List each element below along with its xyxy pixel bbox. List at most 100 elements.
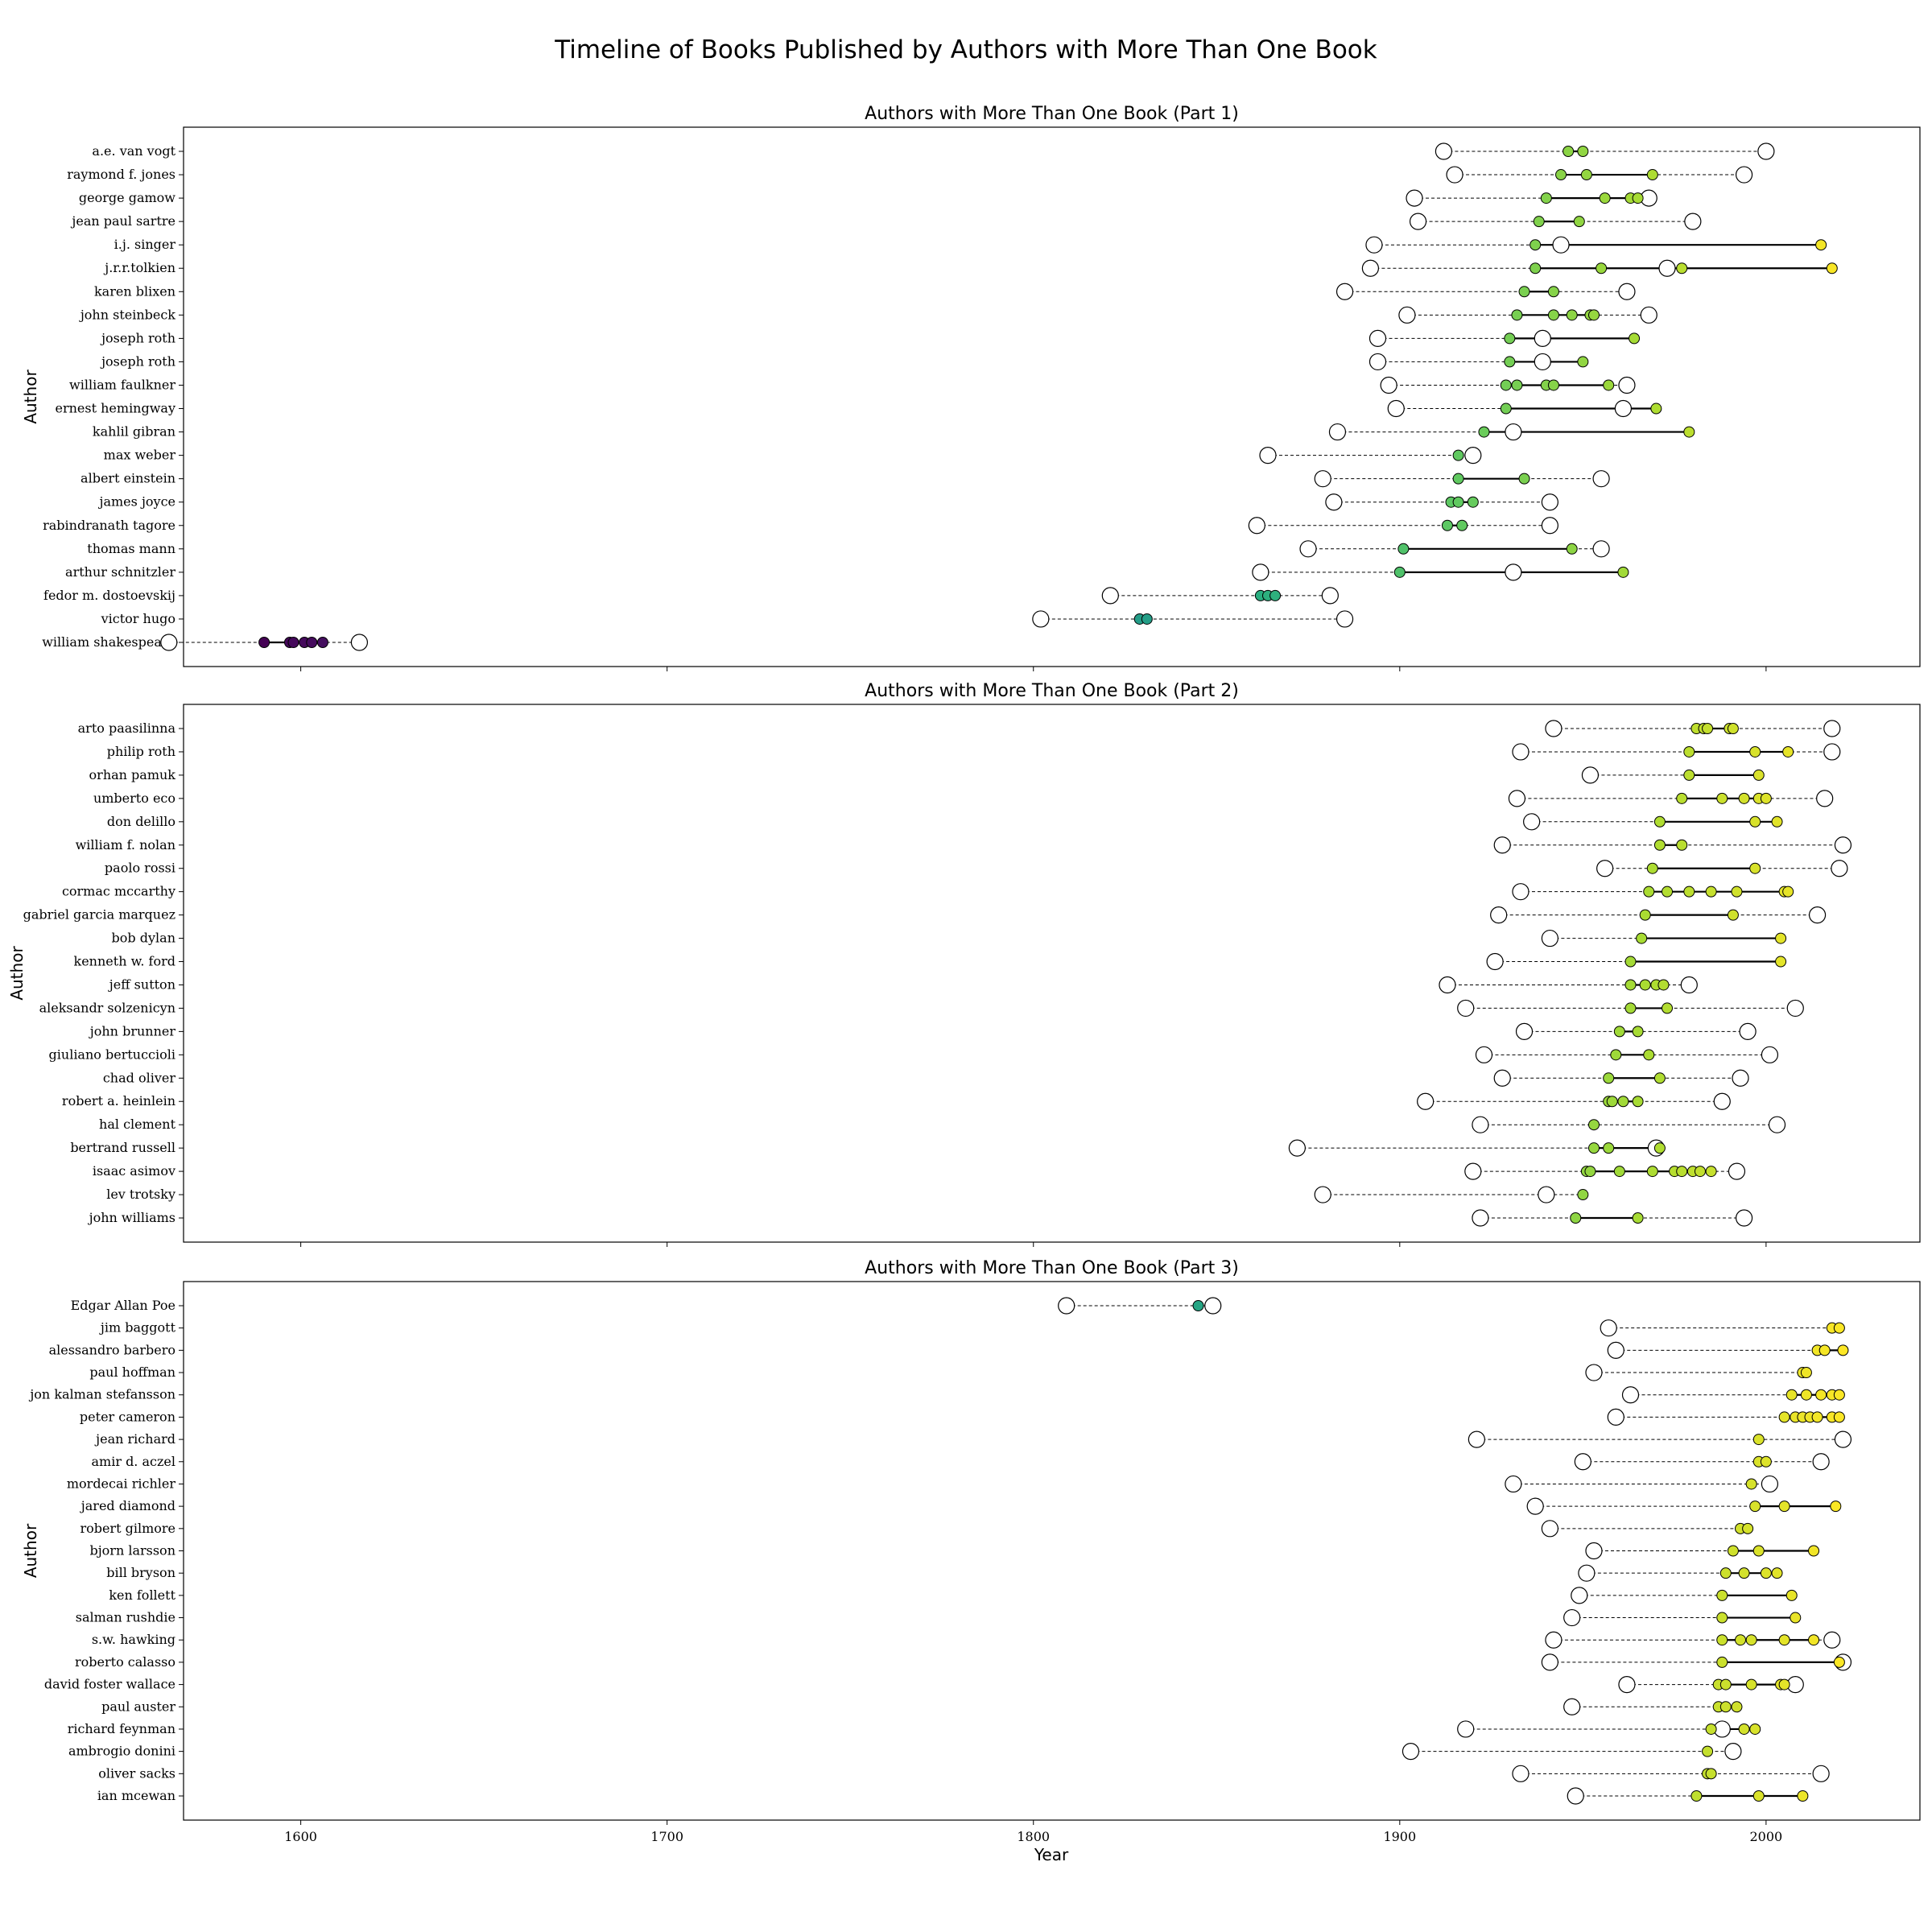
book-marker [1837,1344,1849,1356]
y-tick-label: a.e. van vogt [92,143,175,159]
book-marker [1705,1166,1717,1178]
death-marker [1541,517,1558,535]
book-marker [1833,1389,1845,1401]
book-marker [1738,1723,1750,1735]
book-marker [1683,745,1695,758]
death-marker [1823,743,1841,761]
author-row: giuliano bertuccioli [49,1046,1779,1063]
x-tick-label: 1700 [650,1829,683,1844]
book-marker [1716,792,1728,804]
panel-frame [183,126,1921,667]
y-tick-label: hal clement [99,1117,176,1132]
panel-frame [183,704,1921,1243]
book-marker [1778,1501,1790,1513]
y-tick-label: i.j. singer [114,237,176,252]
death-marker [1640,306,1657,324]
birth-marker [1523,813,1541,831]
birth-marker [1486,952,1504,971]
book-marker [1632,192,1644,204]
book-marker [1632,1026,1644,1038]
birth-marker [1417,1092,1435,1110]
death-marker [1816,790,1834,807]
death-marker [1335,610,1354,628]
book-marker [1653,815,1666,828]
book-marker [1760,1567,1772,1579]
x-tick-label: 1900 [1383,1829,1416,1844]
y-tick-label: mordecai richler [67,1476,175,1491]
y-tick-label: william shakespeare [42,634,175,650]
book-marker [1467,496,1479,508]
book-marker [306,637,318,648]
book-marker [1587,1142,1600,1154]
book-marker [1577,146,1589,157]
birth-marker [1541,929,1558,947]
book-marker [1573,216,1585,228]
book-marker [1683,426,1695,438]
book-marker [1716,1612,1728,1624]
death-marker [1812,1765,1830,1782]
y-tick-label: fedor m. dostoevskij [43,588,175,603]
birth-marker [1368,329,1387,347]
book-marker [316,637,328,648]
author-row: rabindranath tagore [43,517,1558,535]
book-marker [1530,262,1542,275]
birth-marker [1472,1116,1489,1133]
book-marker [1815,239,1827,251]
y-tick-label: gabriel garcia marquez [23,907,175,923]
y-tick-label: george gamow [79,190,175,205]
death-marker [1534,329,1551,347]
book-marker [1749,815,1761,828]
birth-marker [1596,860,1614,877]
birth-marker [1607,1408,1624,1426]
book-marker [1192,1300,1204,1311]
book-marker [1478,426,1490,438]
book-marker [1790,1612,1802,1624]
book-marker [1452,473,1464,485]
author-row: robert a. heinlein [62,1092,1731,1110]
death-marker [1831,860,1848,877]
y-tick-label: orhan pamuk [89,767,176,782]
y-tick-label: albert einstein [80,471,175,486]
book-marker [1636,932,1648,944]
book-marker [1624,956,1637,968]
death-marker [1204,1297,1222,1315]
y-tick-label: jared diamond [80,1498,175,1513]
book-marker [1504,332,1516,345]
book-marker [1603,379,1615,391]
y-tick-label: richard feynman [68,1721,175,1736]
book-marker [1639,909,1651,921]
author-row: umberto eco [93,790,1834,807]
y-tick-label: jim baggott [99,1320,176,1335]
book-marker [1632,1212,1644,1224]
author-row: alessandro barbero [49,1341,1849,1359]
book-marker [1683,886,1695,898]
book-marker [1716,1656,1728,1668]
author-row: salman rushdie [76,1608,1802,1627]
death-marker [1684,213,1702,230]
book-marker [1580,169,1592,181]
book-marker [1547,379,1559,391]
birth-marker [1468,1430,1485,1448]
birth-marker [1398,306,1416,324]
author-row: gabriel garcia marquez [23,906,1827,924]
birth-marker [1439,976,1456,994]
author-row: jean paul sartre [70,213,1702,230]
book-marker [1650,402,1662,415]
y-tick-label: ken follett [109,1587,175,1603]
book-marker [1727,723,1739,734]
book-marker [1547,309,1559,321]
y-tick-label: paolo rossi [105,861,175,876]
author-row: arto paasilinna [78,720,1841,737]
book-marker [1702,723,1714,734]
birth-marker [1361,259,1380,277]
book-marker [1530,239,1542,251]
book-marker [1555,169,1567,181]
book-marker [1596,262,1608,275]
book-marker [1749,745,1761,758]
death-marker [1680,976,1698,994]
y-tick-label: max weber [104,448,176,463]
book-marker [1613,1166,1625,1178]
author-row: paolo rossi [105,860,1848,877]
birth-marker [1248,517,1265,535]
death-marker [1768,1116,1786,1133]
